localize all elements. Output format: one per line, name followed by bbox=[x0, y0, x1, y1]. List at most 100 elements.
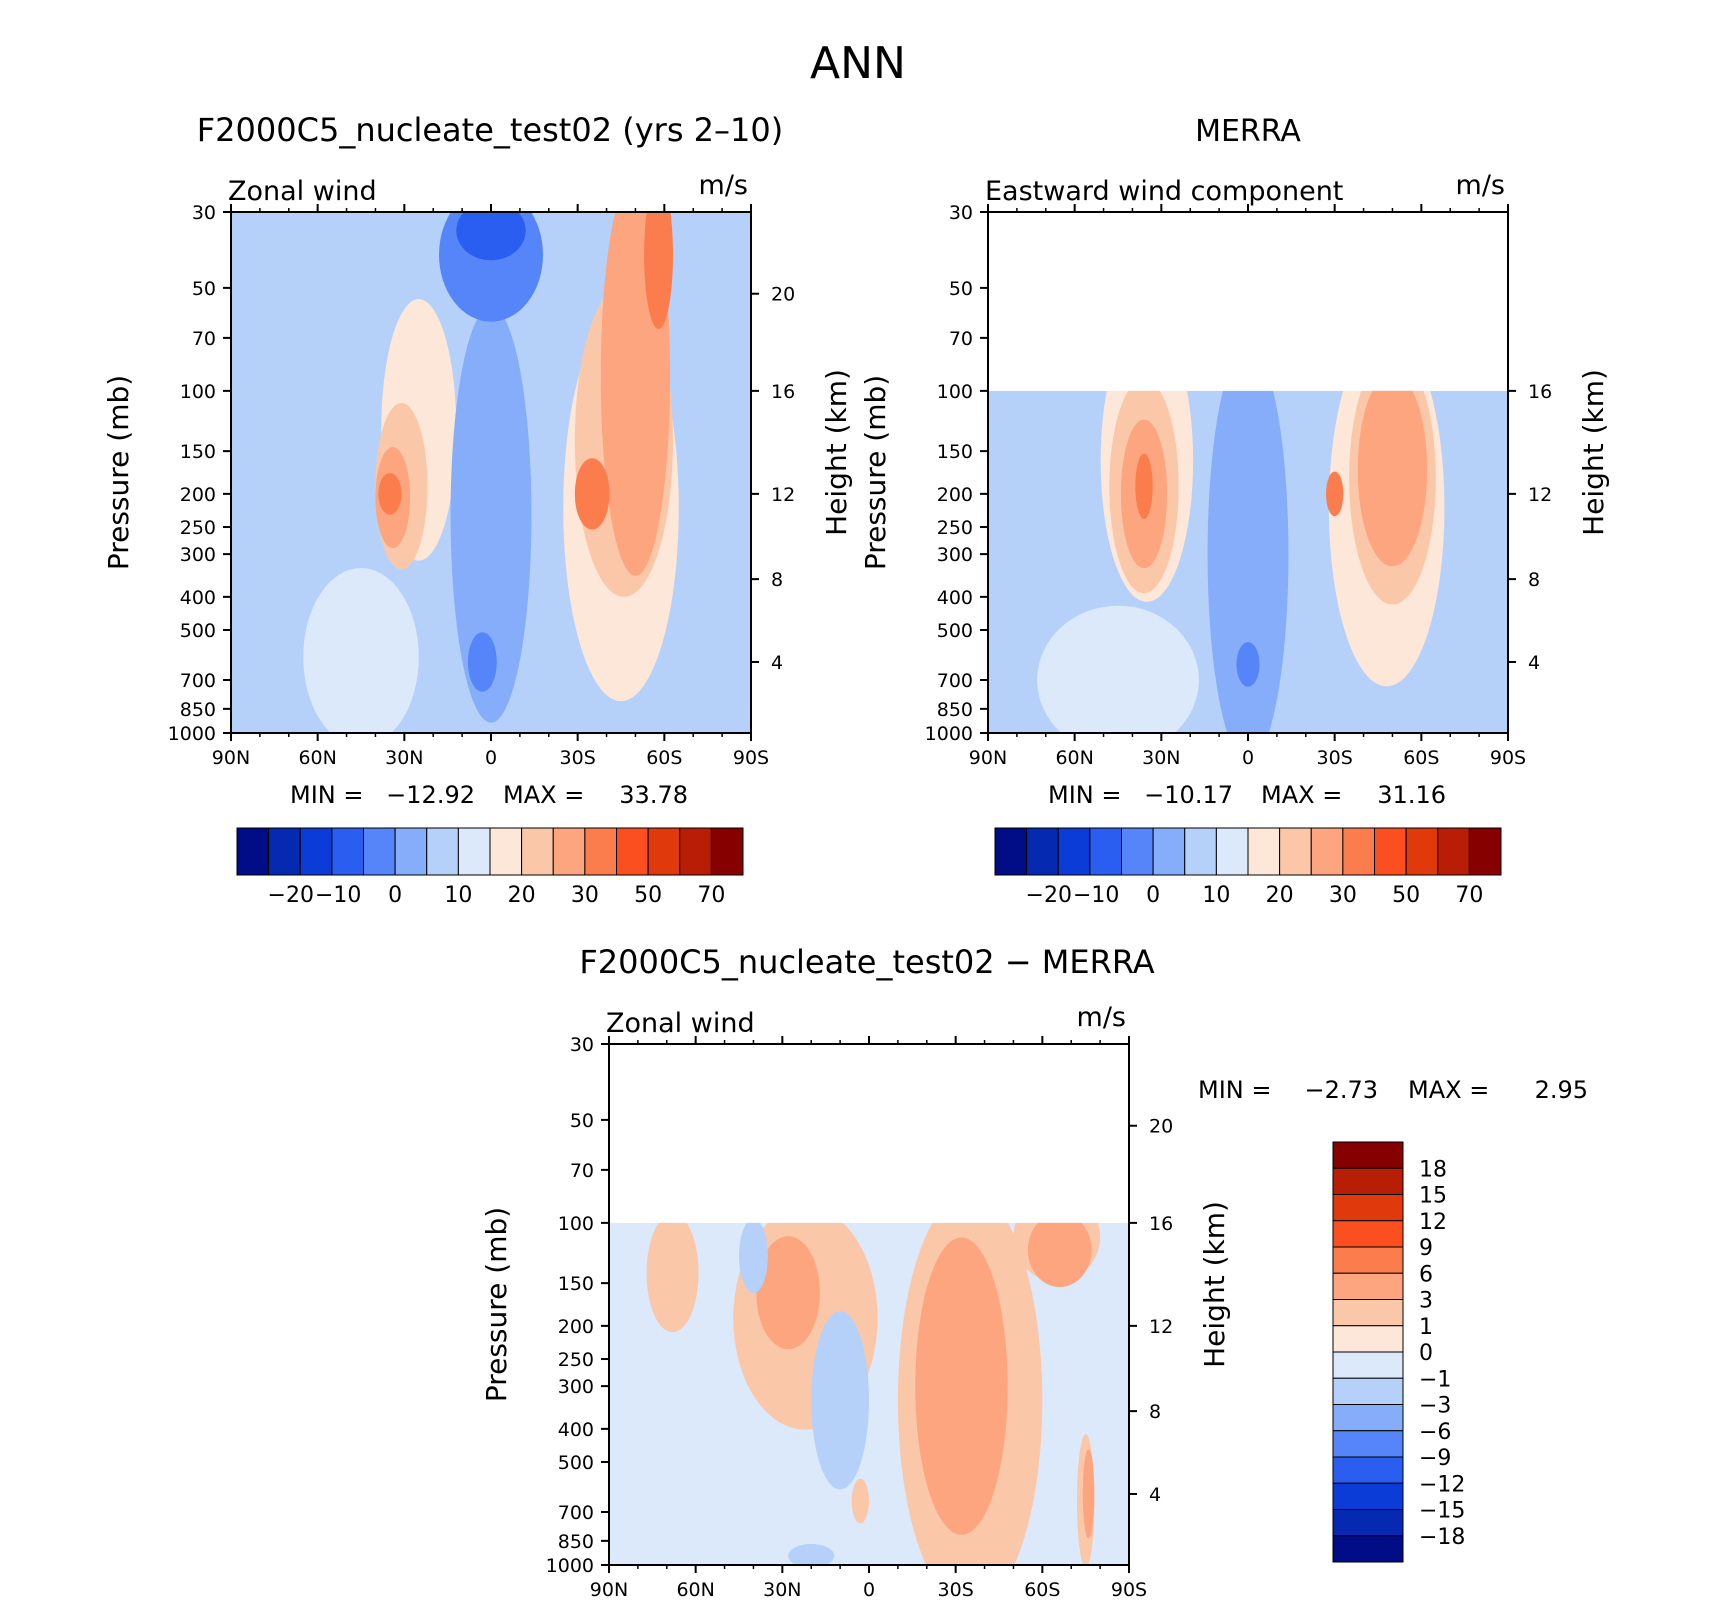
colorbar-swatch bbox=[1332, 1456, 1404, 1484]
y-tick-label: 500 bbox=[937, 620, 973, 642]
colorbar-swatch bbox=[1342, 827, 1375, 876]
y-tick-label: 700 bbox=[937, 670, 973, 692]
colorbar-swatch bbox=[994, 827, 1028, 876]
height-tick-label: 4 bbox=[771, 652, 783, 674]
colorbar-swatch bbox=[1089, 827, 1122, 876]
contour-region bbox=[739, 1222, 768, 1294]
height-tick-label: 16 bbox=[771, 381, 795, 403]
y-tick-label: 30 bbox=[570, 1034, 594, 1056]
y-tick-label: 30 bbox=[192, 202, 216, 224]
colorbar-label: 50 bbox=[1392, 883, 1420, 908]
colorbar-label: 18 bbox=[1419, 1157, 1447, 1182]
y-tick-label: 50 bbox=[949, 278, 973, 300]
units-label: m/s bbox=[1456, 170, 1505, 201]
x-tick-label: 60S bbox=[1403, 747, 1439, 769]
y-tick-label: 100 bbox=[558, 1213, 594, 1235]
colorbar-swatch bbox=[1332, 1377, 1404, 1405]
y-axis-label-right: Height (km) bbox=[1198, 1201, 1231, 1368]
contour-region bbox=[303, 567, 419, 733]
colorbar-label: 15 bbox=[1419, 1184, 1447, 1209]
height-tick-label: 12 bbox=[771, 484, 795, 506]
contour-region bbox=[467, 632, 497, 692]
colorbar-swatch bbox=[457, 827, 491, 876]
y-tick-label: 300 bbox=[558, 1376, 594, 1398]
y-tick-label: 250 bbox=[937, 517, 973, 539]
y-tick-label: 150 bbox=[937, 441, 973, 463]
colorbar-swatch bbox=[394, 827, 428, 876]
max-value: 2.95 bbox=[1535, 1076, 1588, 1104]
y-tick-label: 700 bbox=[180, 670, 216, 692]
contour-region bbox=[1236, 642, 1260, 687]
y-tick-label: 850 bbox=[180, 699, 216, 721]
y-tick-label: 400 bbox=[180, 587, 216, 609]
colorbar-swatch bbox=[647, 827, 681, 876]
max-value: 31.16 bbox=[1377, 781, 1446, 809]
y-axis-label: Pressure (mb) bbox=[859, 375, 892, 570]
contour-region bbox=[1135, 453, 1153, 519]
colorbar-label: 9 bbox=[1419, 1236, 1433, 1261]
contour-region bbox=[788, 1543, 835, 1565]
x-tick-label: 90S bbox=[1490, 747, 1526, 769]
colorbar-swatch bbox=[299, 827, 333, 876]
page-title: ANN bbox=[810, 38, 906, 89]
colorbar-label: −3 bbox=[1419, 1394, 1451, 1419]
colorbar-swatch bbox=[710, 827, 744, 876]
colorbar-swatch bbox=[1279, 827, 1312, 876]
y-tick-label: 100 bbox=[180, 381, 216, 403]
colorbar-swatch bbox=[426, 827, 459, 876]
y-tick-label: 850 bbox=[937, 699, 973, 721]
colorbar-swatch bbox=[1332, 1535, 1404, 1563]
chart-obs: MERRA Eastward wind component m/s 90N 60N 30N… bbox=[859, 114, 1610, 908]
colorbar-swatch bbox=[1468, 827, 1502, 876]
colorbar-swatch bbox=[1057, 827, 1091, 876]
colorbar-swatch bbox=[1332, 1299, 1404, 1327]
colorbar-swatch bbox=[1332, 1404, 1404, 1432]
colorbar-swatch bbox=[1332, 1351, 1404, 1379]
y-tick-label: 150 bbox=[180, 441, 216, 463]
plot-area bbox=[988, 390, 1508, 733]
colorbar-label: 30 bbox=[571, 883, 599, 908]
y-tick-label: 1000 bbox=[925, 723, 973, 745]
left-label: Eastward wind component bbox=[985, 176, 1343, 207]
y-tick-label: 200 bbox=[558, 1316, 594, 1338]
contour-region bbox=[574, 458, 610, 530]
colorbar-label: 10 bbox=[444, 883, 472, 908]
max-label: MAX = bbox=[1261, 781, 1342, 809]
y-tick-label: 700 bbox=[558, 1502, 594, 1524]
min-label: MIN = bbox=[1198, 1076, 1271, 1104]
x-tick-label: 0 bbox=[485, 747, 497, 769]
y-tick-label: 300 bbox=[180, 544, 216, 566]
max-value: 33.78 bbox=[619, 781, 688, 809]
colorbar-label: 12 bbox=[1419, 1210, 1447, 1235]
plot-area bbox=[609, 1222, 1129, 1565]
contour-region bbox=[450, 306, 532, 723]
chart-model: F2000C5_nucleate_test02 (yrs 2–10) Zonal … bbox=[102, 111, 853, 908]
colorbar-swatch bbox=[1332, 1167, 1404, 1195]
colorbar-label: 3 bbox=[1419, 1289, 1433, 1314]
colorbar-label: −20 bbox=[268, 883, 314, 908]
height-tick-label: 8 bbox=[771, 569, 783, 591]
x-tick-label: 30S bbox=[1317, 747, 1353, 769]
colorbar-swatch bbox=[1405, 827, 1439, 876]
contour-region bbox=[1027, 1222, 1092, 1288]
colorbar-label: −12 bbox=[1419, 1472, 1465, 1497]
left-label: Zonal wind bbox=[606, 1008, 755, 1039]
colorbar-label: −15 bbox=[1419, 1499, 1465, 1524]
y-axis-label-right: Height (km) bbox=[820, 369, 853, 536]
height-tick-label: 8 bbox=[1149, 1401, 1161, 1423]
colorbar-swatch bbox=[521, 827, 554, 876]
x-tick-label: 30N bbox=[385, 747, 423, 769]
height-tick-label: 20 bbox=[771, 284, 795, 306]
colorbar-swatch bbox=[1310, 827, 1344, 876]
colorbar-swatch bbox=[1121, 827, 1154, 876]
y-tick-label: 500 bbox=[180, 620, 216, 642]
y-tick-label: 500 bbox=[558, 1452, 594, 1474]
y-tick-label: 250 bbox=[180, 517, 216, 539]
y-tick-label: 30 bbox=[949, 202, 973, 224]
contour-region bbox=[851, 1478, 869, 1524]
height-tick-label: 20 bbox=[1149, 1116, 1173, 1138]
contour-region bbox=[811, 1311, 869, 1490]
colorbar-label: 0 bbox=[388, 883, 402, 908]
